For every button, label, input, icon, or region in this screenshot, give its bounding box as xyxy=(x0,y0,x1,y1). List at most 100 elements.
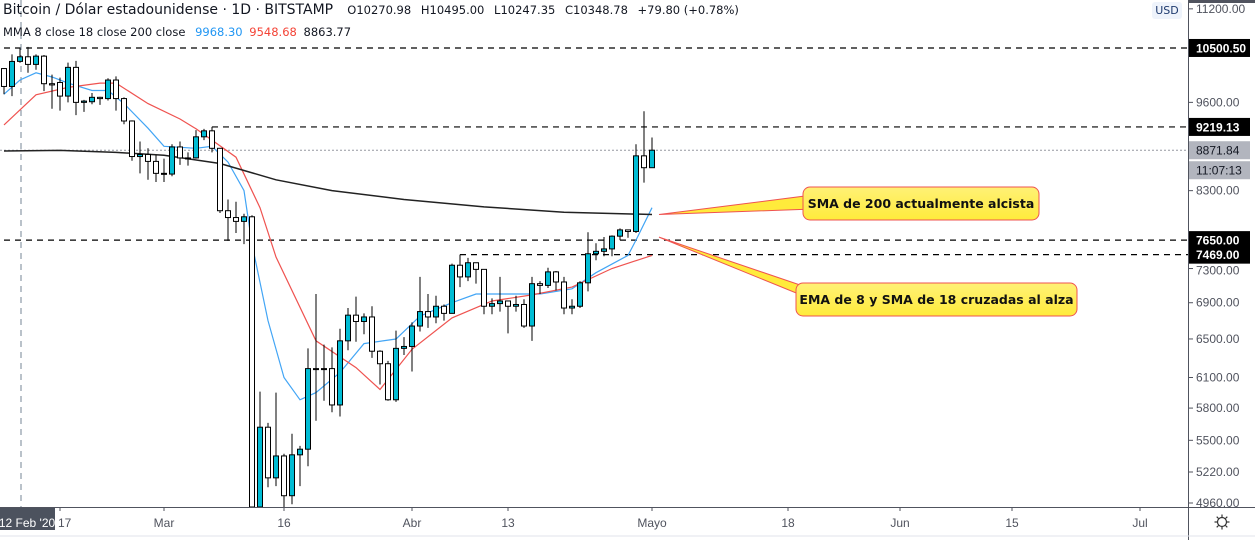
candle[interactable] xyxy=(393,330,399,402)
candle[interactable] xyxy=(209,126,215,153)
candle[interactable] xyxy=(193,130,199,159)
candle[interactable] xyxy=(121,97,127,125)
candle[interactable] xyxy=(65,62,71,103)
candle[interactable] xyxy=(425,293,431,328)
candle[interactable] xyxy=(33,54,39,70)
candle[interactable] xyxy=(177,141,183,165)
candle[interactable] xyxy=(9,54,15,97)
candle[interactable] xyxy=(281,453,287,507)
candle[interactable] xyxy=(401,337,407,356)
candle-body xyxy=(641,155,647,169)
candle[interactable] xyxy=(25,46,31,73)
candle[interactable] xyxy=(233,201,239,234)
candle[interactable] xyxy=(105,78,111,101)
chart-legend: Bitcoin / Dólar estadounidense · 1D · BI… xyxy=(3,2,745,18)
symbol-title[interactable]: Bitcoin / Dólar estadounidense · 1D · BI… xyxy=(3,2,334,18)
candle[interactable] xyxy=(497,276,503,312)
currency-badge[interactable]: USD xyxy=(1152,2,1182,19)
candle-body xyxy=(529,283,535,327)
candle[interactable] xyxy=(377,350,383,385)
candle[interactable] xyxy=(249,215,255,508)
candle[interactable] xyxy=(185,152,191,166)
gear-icon[interactable] xyxy=(1213,513,1231,531)
candle[interactable] xyxy=(465,257,471,282)
callout-annotation[interactable]: SMA de 200 actualmente alcista xyxy=(658,186,1040,221)
candle[interactable] xyxy=(337,328,343,417)
candle[interactable] xyxy=(521,299,527,328)
candle[interactable] xyxy=(57,77,63,111)
candle[interactable] xyxy=(569,299,575,315)
candle[interactable] xyxy=(89,92,95,105)
candle[interactable] xyxy=(201,128,207,141)
candle[interactable] xyxy=(449,263,455,314)
candle[interactable] xyxy=(417,276,423,332)
candle[interactable] xyxy=(345,308,351,351)
candle[interactable] xyxy=(473,262,479,284)
candle[interactable] xyxy=(313,293,319,421)
candle[interactable] xyxy=(305,348,311,467)
candle[interactable] xyxy=(297,445,303,487)
candle[interactable] xyxy=(17,48,23,63)
candle[interactable] xyxy=(329,347,335,413)
candle[interactable] xyxy=(321,344,327,401)
candle[interactable] xyxy=(385,360,391,401)
candle[interactable] xyxy=(617,228,623,241)
candle[interactable] xyxy=(457,254,463,288)
x-tick-label: 17 xyxy=(58,516,72,530)
candle[interactable] xyxy=(113,76,119,111)
candle[interactable] xyxy=(137,141,143,174)
candle[interactable] xyxy=(41,54,47,92)
candle[interactable] xyxy=(217,147,223,213)
candle[interactable] xyxy=(129,120,135,161)
candle[interactable] xyxy=(433,295,439,324)
candle[interactable] xyxy=(513,295,519,312)
candle[interactable] xyxy=(441,304,447,321)
candle[interactable] xyxy=(265,422,271,488)
candle[interactable] xyxy=(585,232,591,292)
candle[interactable] xyxy=(225,199,231,241)
candle[interactable] xyxy=(553,271,559,291)
candle[interactable] xyxy=(81,99,87,112)
candle[interactable] xyxy=(577,281,583,309)
candle[interactable] xyxy=(649,137,655,169)
candle[interactable] xyxy=(625,229,631,238)
candle[interactable] xyxy=(97,96,103,105)
candle-body xyxy=(361,316,367,322)
price-axis[interactable] xyxy=(1188,0,1255,540)
callout-annotation[interactable]: EMA de 8 y SMA de 18 cruzadas al alza xyxy=(658,236,1078,317)
candle[interactable] xyxy=(241,213,247,245)
candle[interactable] xyxy=(489,298,495,315)
candle[interactable] xyxy=(153,155,159,182)
candle[interactable] xyxy=(145,148,151,180)
candle[interactable] xyxy=(633,144,639,234)
candle[interactable] xyxy=(161,158,167,182)
candle[interactable] xyxy=(561,276,567,315)
candle[interactable] xyxy=(601,236,607,257)
candle[interactable] xyxy=(545,267,551,288)
candle[interactable] xyxy=(169,144,175,177)
candle[interactable] xyxy=(73,60,79,116)
candle[interactable] xyxy=(593,243,599,261)
candle[interactable] xyxy=(369,306,375,358)
candle[interactable] xyxy=(409,322,415,372)
candle[interactable] xyxy=(273,392,279,487)
candle[interactable] xyxy=(609,235,615,257)
candle[interactable] xyxy=(257,391,263,508)
candle[interactable] xyxy=(481,268,487,315)
high-value: H10495.00 xyxy=(420,3,485,17)
candle[interactable] xyxy=(1,67,7,95)
candle[interactable] xyxy=(289,433,295,505)
candle[interactable] xyxy=(49,74,55,109)
candle-body xyxy=(457,264,463,278)
axis-top-strip xyxy=(1188,0,1255,3)
candle[interactable] xyxy=(529,276,535,341)
plot-area[interactable] xyxy=(0,0,1188,508)
candle[interactable] xyxy=(353,296,359,342)
candle[interactable] xyxy=(537,281,543,294)
candle[interactable] xyxy=(361,313,367,335)
indicator-legend[interactable]: MMA 8 close 18 close 200 close 9968.30 9… xyxy=(3,25,351,39)
y-tick-label: 6900.00 xyxy=(1196,296,1240,310)
candle[interactable] xyxy=(641,111,647,183)
candle[interactable] xyxy=(505,300,511,334)
